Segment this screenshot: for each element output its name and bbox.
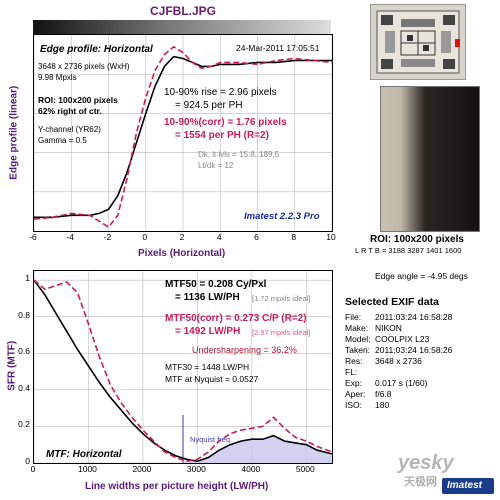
watermark-site: yesky [398, 452, 454, 474]
exif-row: File: 2011:03:24 16:58:28 [345, 312, 452, 322]
x-tick-label: 2 [179, 232, 185, 242]
watermark-cn: 天极网 [404, 476, 437, 488]
imatest-logo: Imatest [442, 478, 494, 494]
undersharpening-text: Undersharpening = 36.2% [192, 345, 297, 355]
mpxls-text: 9.98 Mpxls [38, 73, 77, 82]
test-chart-svg [376, 10, 460, 74]
gamma-text: Gamma = 0.5 [38, 136, 87, 145]
exif-row: Make: NIKON [345, 323, 402, 333]
exif-key: File: [345, 312, 362, 322]
mtf-nyquist-text: MTF at Nyquist = 0.0527 [165, 374, 259, 384]
exif-title: Selected EXIF data [345, 296, 439, 308]
y-tick-label: 0.2 [18, 419, 30, 430]
image-size-text: 3648 x 2736 pixels (WxH) [38, 62, 130, 71]
mtf50-ideal-text: [1.72 mpxls ideal] [252, 294, 311, 303]
levels-text: Dk, lt lvls = 15.8, 189.5 [198, 150, 280, 159]
exif-key: ISO: [345, 400, 363, 410]
x-tick-label: 0 [30, 464, 36, 474]
rise-corr-text: 10-90%(corr) = 1.76 pixels [164, 117, 287, 128]
exif-row: Res: 3648 x 2736 [345, 356, 422, 366]
exif-value: COOLPIX L23 [375, 334, 430, 344]
x-tick-label: -2 [103, 232, 112, 242]
exif-key: FL: [345, 367, 358, 377]
mtf50-corr-lwph-text: = 1492 LW/PH [175, 326, 241, 337]
edge-chart-date: 24-Mar-2011 17:05:51 [236, 43, 320, 53]
y-tick-label: 0.8 [18, 309, 30, 320]
roi-lrtb: L R T B = 3188 3287 1401 1600 [355, 246, 462, 255]
x-tick-label: 1000 [77, 464, 97, 474]
nyquist-fill-area [183, 435, 332, 463]
series-line-corrected [34, 279, 332, 463]
exif-value: 3648 x 2736 [375, 356, 422, 366]
exif-value: 2011:03:24 16:58:26 [375, 345, 453, 355]
test-chart-thumbnail [370, 4, 466, 80]
x-tick-label: 0 [142, 232, 148, 242]
exif-key: Aper: [345, 389, 366, 399]
edge-xlabel: Pixels (Horizontal) [138, 248, 226, 259]
exif-key: Res: [345, 356, 363, 366]
x-tick-label: 4 [216, 232, 222, 242]
edge-angle-text: Edge angle = -4.95 degs [375, 271, 468, 281]
x-tick-label: -4 [66, 232, 75, 242]
x-tick-label: 8 [291, 232, 297, 242]
x-tick-label: -6 [29, 232, 37, 242]
mtf-xlabel: Line widths per picture height (LW/PH) [85, 481, 269, 492]
exif-value: f/6.8 [375, 389, 392, 399]
exif-row: ISO: 180 [345, 400, 389, 410]
series-line-black [34, 55, 332, 219]
imatest-logo-text: Imatest [447, 480, 483, 491]
exif-row: Model: COOLPIX L23 [345, 334, 429, 344]
exif-value: 180 [375, 400, 390, 410]
rise-text: 10-90% rise = 2.96 pixels [164, 87, 277, 98]
edge-profile-svg [34, 35, 332, 231]
roi-label: ROI: 100x200 pixels [370, 234, 464, 245]
x-tick-label: 2000 [132, 464, 152, 474]
y-tick-label: 0.6 [18, 346, 30, 357]
x-tick-label: 10 [326, 232, 336, 242]
roi-crop-image [380, 86, 480, 232]
mtf50-corr-text: MTF50(corr) = 0.273 C/P (R=2) [165, 313, 307, 324]
exif-row: FL: [345, 367, 375, 377]
mtf50-lwph-text: = 1136 LW/PH [175, 292, 240, 303]
y-tick-label: 1 [25, 273, 30, 284]
nyquist-label: Nyquist freq. [190, 435, 233, 444]
rise-per-ph-text: = 924.5 per PH [175, 100, 243, 111]
roi-position-text: 62% right of ctr. [38, 106, 102, 116]
exif-key: Taken: [345, 345, 371, 355]
file-title: CJFBL.JPG [150, 4, 217, 18]
exif-value: 0.017 s (1/60) [375, 378, 428, 388]
x-tick-label: 4000 [241, 464, 261, 474]
rise-corr-per-ph-text: = 1554 per PH (R=2) [175, 130, 269, 141]
exif-row: Taken: 2011:03:24 16:58:26 [345, 345, 452, 355]
edge-ylabel: Edge profile (linear) [8, 85, 20, 180]
exif-row: Exp: 0.017 s (1/60) [345, 378, 427, 388]
exif-key: Exp: [345, 378, 363, 388]
mtf50-corr-ideal-text: [2.97 mpxls ideal] [252, 328, 311, 337]
exif-value: NIKON [375, 323, 402, 333]
imatest-version-text: Imatest 2.2.3 Pro [244, 211, 320, 222]
exif-key: Model: [345, 334, 371, 344]
exif-key: Make: [345, 323, 369, 333]
series-line-corrected [34, 45, 332, 229]
exif-value: 2011:03:24 16:58:28 [375, 312, 453, 322]
roi-text: ROI: 100x200 pixels [38, 95, 118, 105]
mtf50-text: MTF50 = 0.208 Cy/Pxl [165, 279, 267, 290]
mtf-plot [33, 270, 333, 464]
exif-row: Aper: f/6.8 [345, 389, 392, 399]
edge-chart-title: Edge profile: Horizontal [40, 44, 153, 55]
x-tick-label: 3000 [186, 464, 206, 474]
mtf-chart-title: MTF: Horizontal [46, 449, 122, 460]
x-tick-label: 6 [254, 232, 259, 242]
y-tick-label: 0.4 [18, 382, 30, 393]
x-tick-label: 5000 [295, 464, 315, 474]
lt-dk-text: Lt/dk = 12 [198, 161, 234, 170]
y-tick-label: 0 [25, 456, 30, 466]
edge-profile-plot [33, 34, 333, 232]
mtf-svg [34, 271, 332, 463]
mtf30-text: MTF30 = 1448 LW/PH [165, 362, 250, 372]
channel-text: Y-channel (YR62) [38, 125, 101, 134]
tone-gradient-bar [33, 20, 331, 34]
series-line-black [34, 279, 332, 463]
